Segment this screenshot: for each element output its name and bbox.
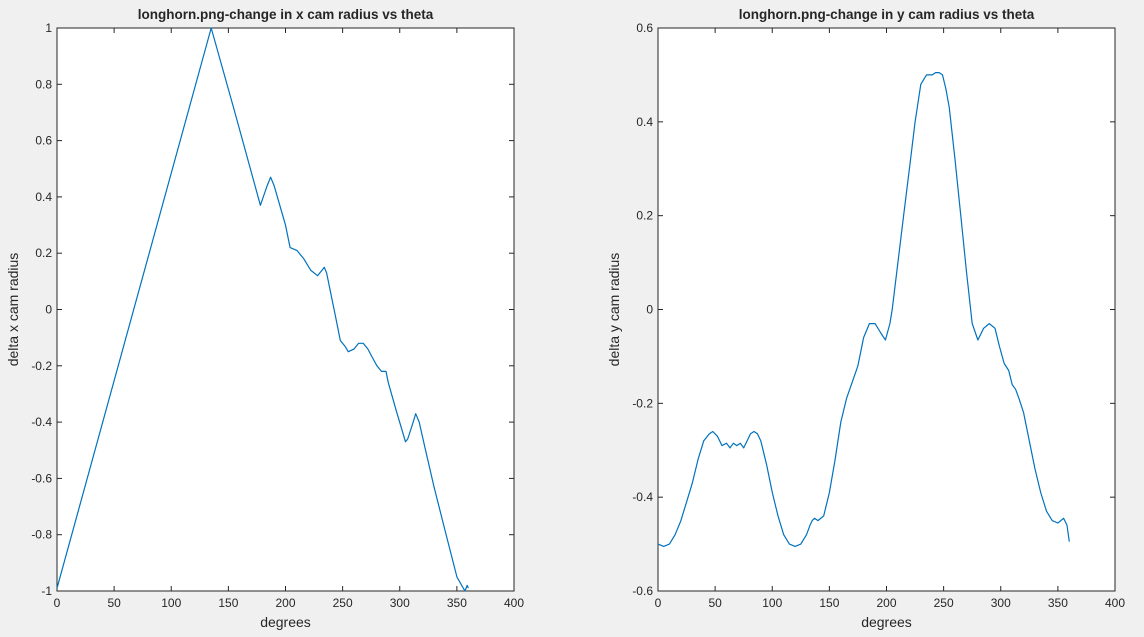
x-axis-label-delta-y: degrees [861,614,912,630]
marks-delta-x: 0 50 100 150 200 250 300 350 400 -1 -0.8 -0.6 -0.4 -0… [31,21,524,610]
x-tick-label-delta-x: 400 [504,596,524,610]
y-tick-label-delta-y: 0.6 [636,21,653,35]
x-tick-label-delta-y: 0 [655,596,662,610]
x-tick-label-delta-x: 350 [447,596,467,610]
x-tick-label-delta-y: 300 [991,596,1011,610]
x-tick-label-delta-y: 150 [819,596,839,610]
x-tick-label-delta-y: 400 [1105,596,1125,610]
y-tick-label-delta-y: 0 [646,303,653,317]
y-tick-label-delta-x: -1 [41,584,52,598]
x-tick-label-delta-y: 50 [708,596,722,610]
y-tick-label-delta-y: 0.4 [636,115,653,129]
y-tick-label-delta-y: -0.6 [632,584,653,598]
x-tick-label-delta-x: 300 [390,596,410,610]
chart-delta-x: 0 50 100 150 200 250 300 350 400 -1 -0.8 -0.6 -0.4 -0… [5,7,524,630]
y-tick-label-delta-x: -0.2 [31,359,52,373]
y-tick-label-delta-x: 0.6 [35,134,52,148]
series-line-delta-x [56,27,469,592]
x-tick-label-delta-x: 50 [107,596,121,610]
x-tick-label-delta-y: 350 [1048,596,1068,610]
y-axis-label-delta-x: delta x cam radius [5,253,21,367]
chart-delta-y: 0 50 100 150 200 250 300 350 400 -0.6 -0.4 -0.2 0 0.2… [606,7,1125,630]
chart-title-delta-x: longhorn.png-change in x cam radius vs t… [138,7,434,22]
x-tick-label-delta-x: 100 [161,596,181,610]
axes-delta-y [657,27,1116,592]
x-tick-label-delta-x: 200 [275,596,295,610]
y-tick-label-delta-x: 1 [45,21,52,35]
y-tick-label-delta-x: 0.4 [35,190,52,204]
x-tick-label-delta-y: 100 [762,596,782,610]
y-axis-label-delta-y: delta y cam radius [606,253,622,367]
y-tick-label-delta-y: -0.4 [632,490,653,504]
x-tick-label-delta-x: 250 [333,596,353,610]
y-tick-label-delta-x: -0.8 [31,528,52,542]
y-tick-label-delta-y: -0.2 [632,396,653,410]
axes-delta-x [56,27,515,592]
y-tick-label-delta-x: 0 [45,303,52,317]
x-tick-label-delta-y: 250 [934,596,954,610]
y-tick-label-delta-x: -0.6 [31,471,52,485]
chart-title-delta-y: longhorn.png-change in y cam radius vs t… [739,7,1035,22]
y-tick-label-delta-x: 0.8 [35,77,52,91]
y-tick-label-delta-x: 0.2 [35,246,52,260]
x-axis-label-delta-x: degrees [260,614,311,630]
y-tick-label-delta-x: -0.4 [31,415,52,429]
series-line-delta-y [657,71,1070,548]
x-tick-label-delta-x: 0 [54,596,61,610]
x-tick-label-delta-y: 200 [876,596,896,610]
y-tick-label-delta-y: 0.2 [636,209,653,223]
x-tick-label-delta-x: 150 [218,596,238,610]
marks-delta-y: 0 50 100 150 200 250 300 350 400 -0.6 -0.4 -0.2 0 0.2… [632,21,1125,610]
